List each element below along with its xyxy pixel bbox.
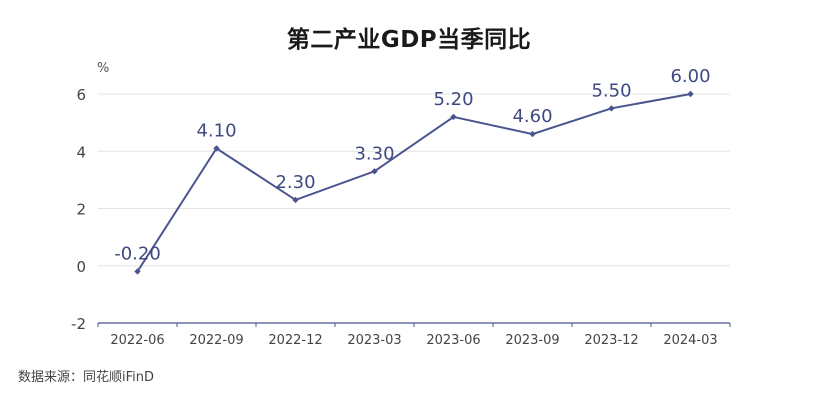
data-labels: -0.20 4.10 2.30 3.30 5.20 4.60 5.50 6.00 [114, 66, 710, 264]
x-tick-label: 2023-09 [505, 333, 559, 348]
series-line [136, 93, 691, 273]
y-tick-label: -2 [71, 315, 86, 333]
x-tick-label: 2022-06 [110, 333, 164, 348]
y-tick-label: 6 [76, 86, 86, 104]
x-tick-label: 2022-09 [189, 333, 243, 348]
data-label: 2.30 [275, 172, 315, 193]
y-tick-label: 4 [76, 143, 86, 161]
x-tick-label: 2024-03 [663, 333, 717, 348]
chart-title: 第二产业GDP当季同比 [286, 27, 532, 53]
data-label: 5.20 [433, 89, 473, 110]
x-tick-label: 2022-12 [268, 333, 322, 348]
y-tick-label: 0 [76, 258, 86, 276]
data-label: -0.20 [114, 243, 161, 264]
data-label: 4.60 [512, 106, 552, 127]
series-line-layer [134, 90, 694, 275]
x-tick-label: 2023-03 [347, 333, 401, 348]
data-point-marker [292, 196, 299, 204]
data-point-marker [450, 113, 457, 121]
data-point-marker [687, 90, 694, 98]
data-label: 5.50 [591, 80, 631, 101]
data-point-marker [134, 268, 141, 275]
data-point-marker [371, 168, 378, 175]
data-label: 6.00 [670, 66, 710, 87]
x-tick-label: 2023-12 [584, 333, 638, 348]
y-tick-label: 2 [76, 201, 86, 219]
data-point-marker [608, 105, 615, 112]
x-tick-label: 2023-06 [426, 333, 480, 348]
axes: -2 0 2 4 6 2022-06 2022-09 2022-12 2023-03 2023-0… [71, 86, 731, 348]
data-label: 3.30 [354, 143, 394, 164]
source-note: 数据来源：同花顺iFinD [18, 370, 155, 385]
grid-lines [98, 93, 730, 267]
data-label: 4.10 [196, 120, 236, 141]
y-unit-label: % [97, 61, 110, 76]
data-point-marker [213, 145, 220, 152]
data-point-marker [529, 130, 536, 138]
